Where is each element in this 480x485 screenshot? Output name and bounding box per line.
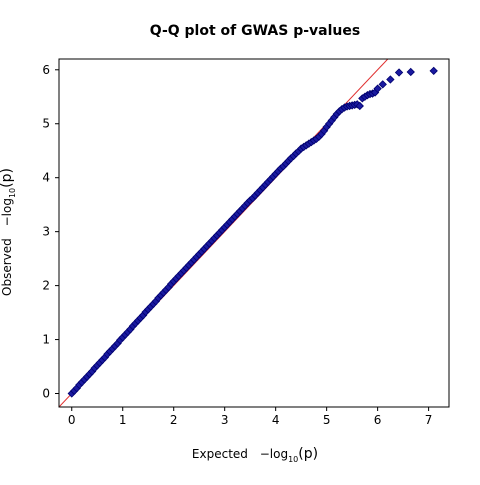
x-tick-label-1: 1 (119, 413, 127, 427)
data-point-113 (355, 101, 364, 111)
x-axis-label-text: −log (260, 447, 288, 461)
x-tick-label-2: 2 (170, 413, 178, 427)
x-tick-label-0: 0 (68, 413, 76, 427)
y-tick-label-3: 3 (42, 225, 50, 239)
y-tick-label-2: 2 (42, 279, 50, 293)
x-axis-label: Expected −log10(p) (192, 446, 318, 464)
data-point-122 (386, 75, 395, 84)
x-tick-label-4: 4 (272, 413, 280, 427)
x-axis-label-argument: (p) (298, 446, 318, 462)
svg-text:Expected −log10(p): Expected −log10(p) (192, 446, 318, 464)
x-tick-label-5: 5 (323, 413, 331, 427)
data-point-120 (373, 84, 382, 93)
x-tick-label-6: 6 (374, 413, 382, 427)
data-point-123 (394, 68, 404, 77)
x-axis-label-prefix: Expected (192, 447, 248, 461)
y-axis-label-prefix: Observed (0, 238, 14, 296)
y-tick-label-1: 1 (42, 333, 50, 347)
y-axis-label-subscript: 10 (8, 188, 17, 198)
y-axis-label: Observed −log10(p) (0, 168, 17, 296)
y-tick-label-6: 6 (42, 63, 50, 77)
x-tick-label-7: 7 (425, 413, 433, 427)
y-tick-label-4: 4 (42, 171, 50, 185)
plot-frame (58, 58, 450, 408)
data-point-121 (378, 80, 387, 89)
y-tick-label-5: 5 (42, 117, 50, 131)
y-axis-label-argument: (p) (0, 168, 15, 188)
data-point-124 (406, 67, 415, 77)
x-tick-label-3: 3 (221, 413, 229, 427)
x-axis-label-subscript: 10 (288, 455, 298, 464)
svg-text:Observed −log10(p): Observed −log10(p) (0, 168, 17, 296)
chart-title: Q-Q plot of GWAS p-values (150, 23, 360, 39)
data-point-125 (429, 66, 438, 76)
y-axis-label-text: −log (0, 198, 14, 226)
plot-layer: 0 1 2 3 4 5 6 7 0 1 2 3 4 5 6 (42, 58, 450, 427)
data-points (67, 66, 438, 398)
y-tick-label-0: 0 (42, 387, 50, 401)
